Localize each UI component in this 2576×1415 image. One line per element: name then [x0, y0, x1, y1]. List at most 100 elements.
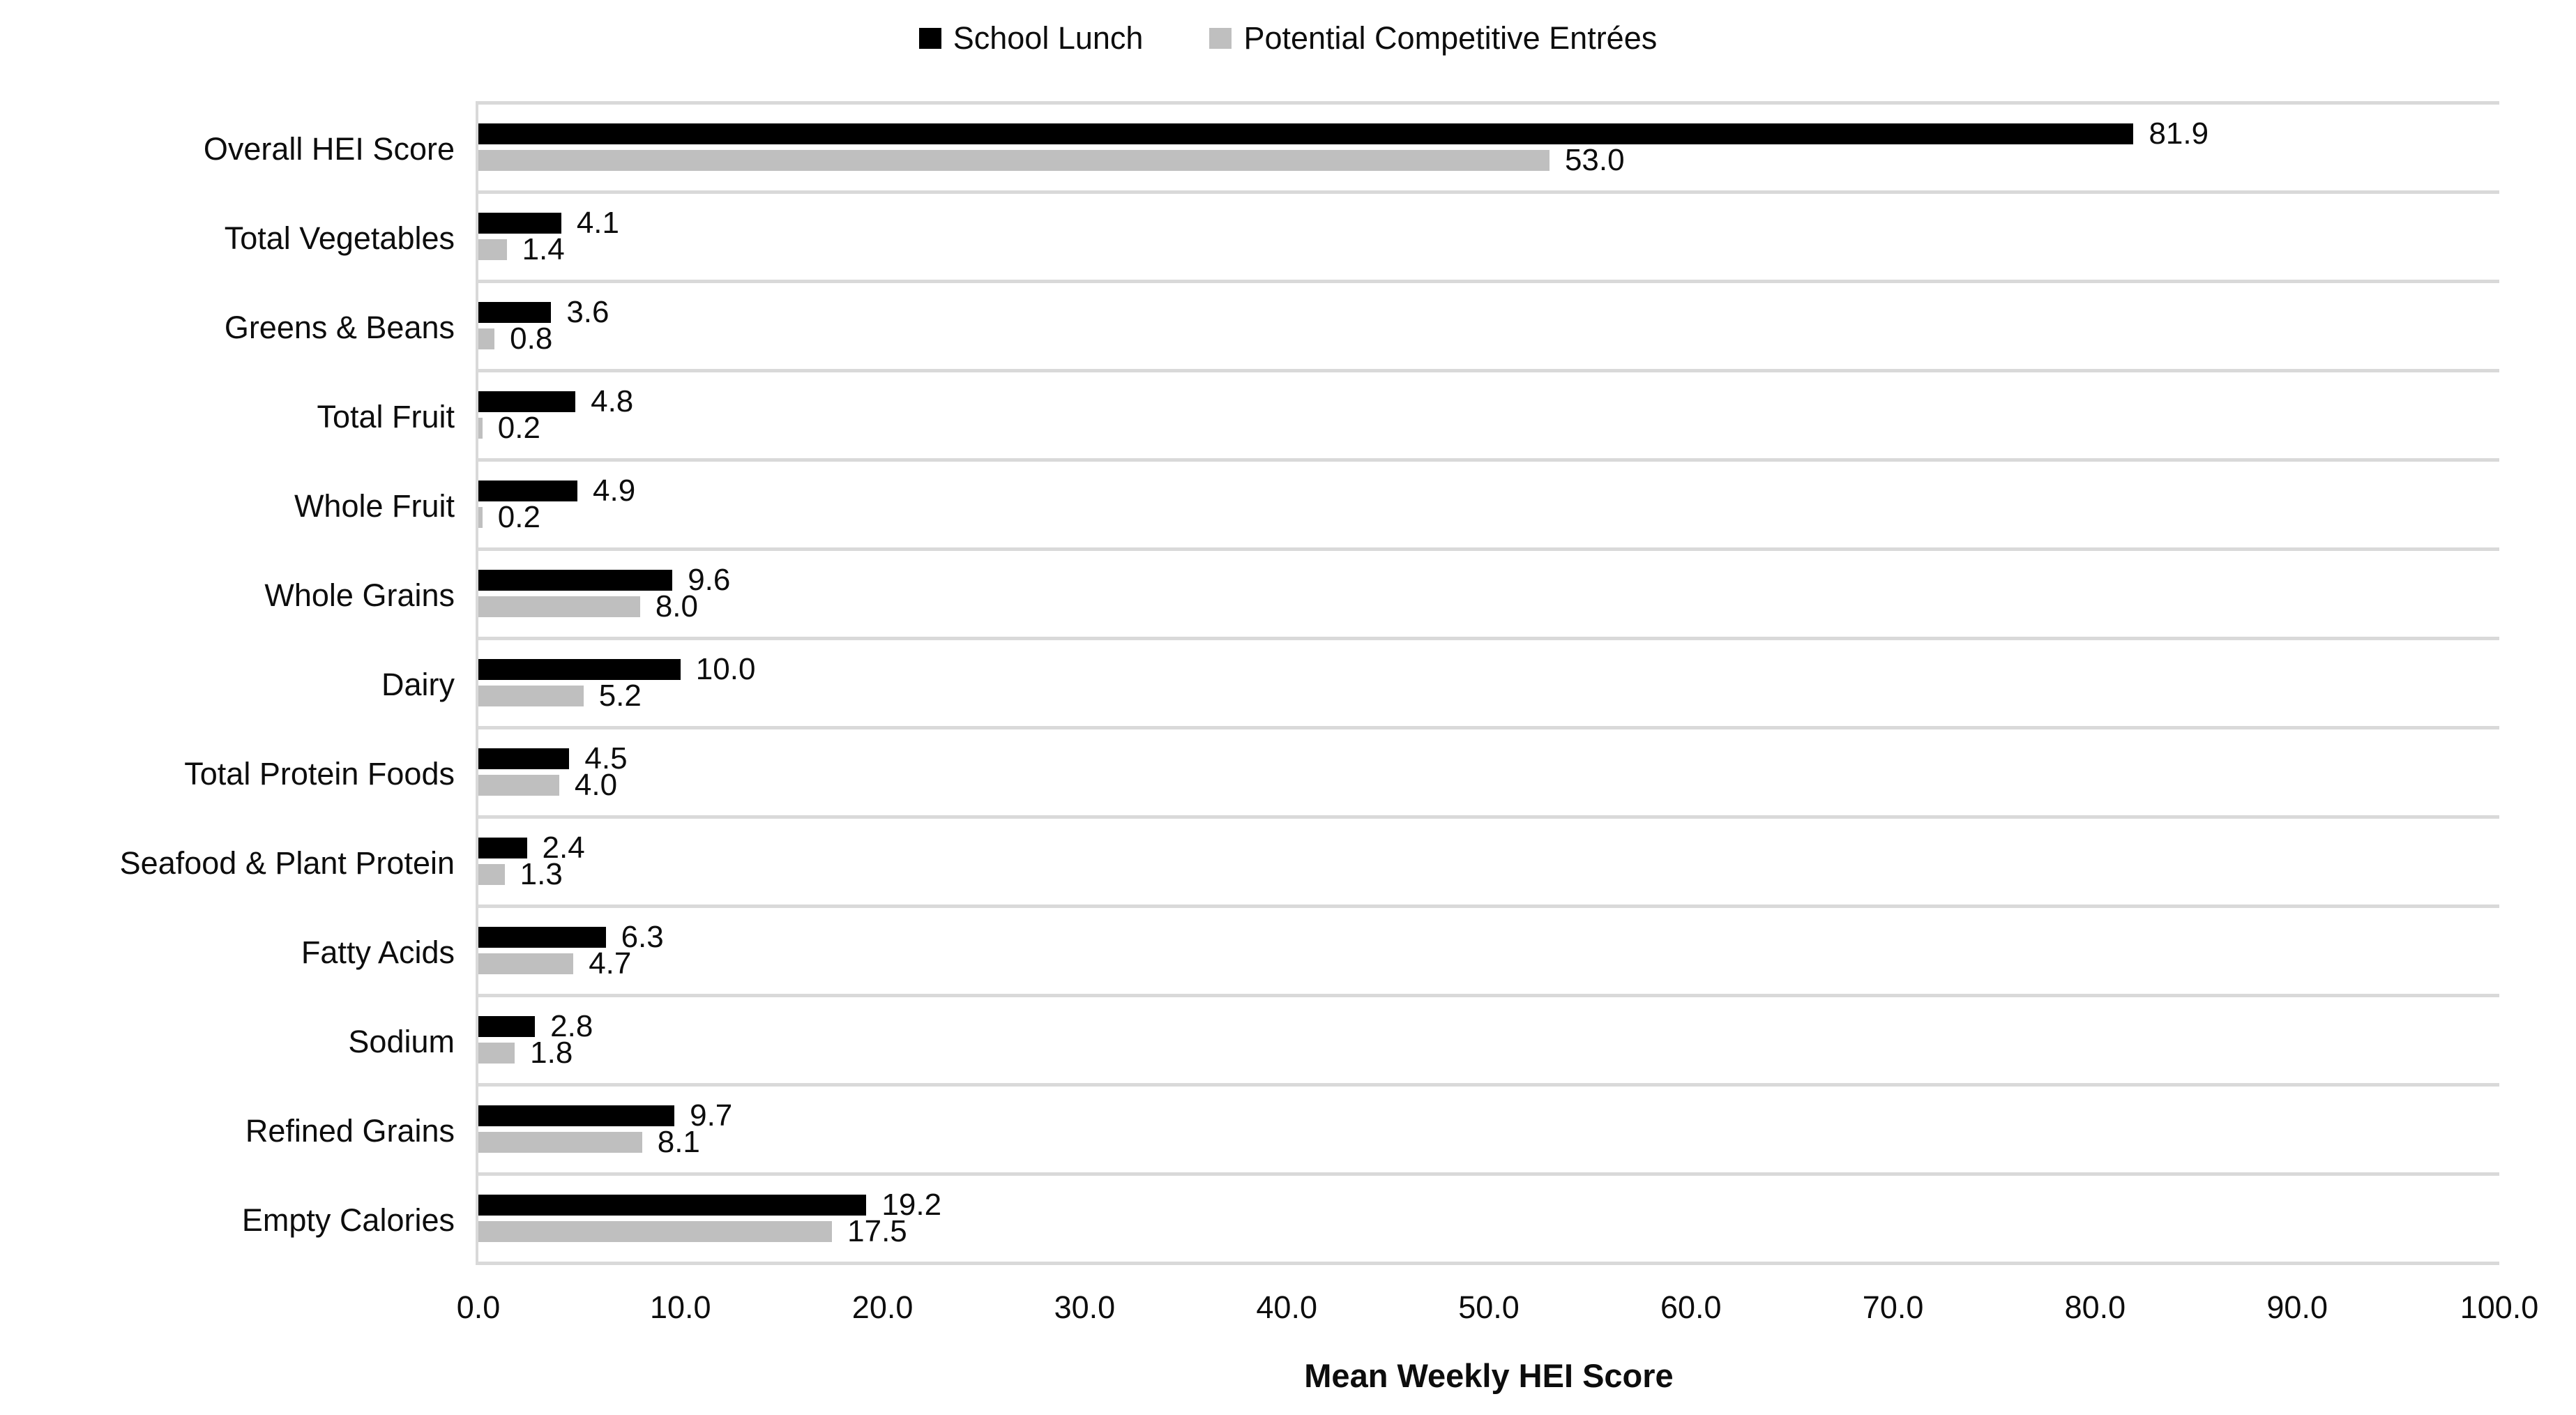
value-label-potential-competitive-entr-es: 8.0 — [655, 589, 698, 623]
bar-potential-competitive-entr-es — [478, 596, 640, 617]
x-tick-0.0: 0.0 — [456, 1289, 501, 1325]
x-tick-30.0: 30.0 — [1054, 1289, 1116, 1325]
value-label-potential-competitive-entr-es: 53.0 — [1564, 143, 1625, 177]
value-label-potential-competitive-entr-es: 1.8 — [530, 1036, 573, 1070]
x-tick-90.0: 90.0 — [2266, 1289, 2328, 1325]
category-band-sodium: 2.8 1.8 — [478, 997, 2499, 1087]
x-tick-20.0: 20.0 — [851, 1289, 914, 1325]
category-label-greens-beans: Greens & Beans — [224, 310, 455, 345]
chart-legend: School Lunch Potential Competitive Entrée… — [0, 17, 2576, 60]
bar-school-lunch — [478, 1105, 675, 1126]
category-label-dairy: Dairy — [381, 667, 455, 702]
category-band-total-vegetables: 4.1 1.4 — [478, 194, 2499, 283]
category-label-empty-calories: Empty Calories — [241, 1202, 455, 1238]
bar-potential-competitive-entr-es — [478, 864, 505, 885]
bar-school-lunch — [478, 302, 552, 323]
x-tick-10.0: 10.0 — [650, 1289, 711, 1325]
bar-potential-competitive-entr-es — [478, 328, 495, 349]
legend-swatch-icon — [918, 28, 941, 49]
value-label-school-lunch: 4.1 — [576, 206, 619, 240]
bar-potential-competitive-entr-es — [478, 239, 507, 260]
bar-potential-competitive-entr-es — [478, 150, 1550, 171]
value-label-potential-competitive-entr-es: 4.0 — [574, 768, 618, 802]
category-band-fatty-acids: 6.3 4.7 — [478, 908, 2499, 997]
category-band-total-fruit: 4.8 0.2 — [478, 372, 2499, 462]
bar-potential-competitive-entr-es — [478, 507, 483, 528]
value-label-school-lunch: 19.2 — [881, 1188, 942, 1222]
category-band-whole-grains: 9.6 8.0 — [478, 551, 2499, 640]
value-label-school-lunch: 3.6 — [566, 295, 609, 329]
category-band-refined-grains: 9.7 8.1 — [478, 1087, 2499, 1176]
value-label-potential-competitive-entr-es: 5.2 — [598, 679, 642, 713]
value-label-school-lunch: 4.5 — [584, 741, 628, 775]
legend-item-potential-competitive-entr-es: Potential Competitive Entrées — [1209, 17, 1657, 60]
bar-potential-competitive-entr-es — [478, 775, 559, 796]
bar-potential-competitive-entr-es — [478, 1132, 642, 1153]
bar-school-lunch — [478, 1195, 867, 1216]
category-label-total-protein-foods: Total Protein Foods — [184, 756, 455, 792]
bar-potential-competitive-entr-es — [478, 1221, 833, 1242]
value-label-potential-competitive-entr-es: 1.4 — [522, 232, 565, 266]
category-label-whole-fruit: Whole Fruit — [294, 488, 455, 524]
x-tick-60.0: 60.0 — [1660, 1289, 1722, 1325]
value-label-potential-competitive-entr-es: 1.3 — [520, 857, 563, 891]
category-band-total-protein-foods: 4.5 4.0 — [478, 729, 2499, 819]
category-band-whole-fruit: 4.9 0.2 — [478, 462, 2499, 551]
bar-potential-competitive-entr-es — [478, 953, 574, 974]
category-label-fatty-acids: Fatty Acids — [301, 934, 455, 970]
x-tick-40.0: 40.0 — [1256, 1289, 1317, 1325]
bar-school-lunch — [478, 123, 2134, 144]
value-label-school-lunch: 9.6 — [688, 563, 731, 597]
x-tick-50.0: 50.0 — [1458, 1289, 1520, 1325]
y-axis-category-labels: Overall HEI Score Total Vegetables Greens … — [0, 105, 455, 1265]
category-band-greens-beans: 3.6 0.8 — [478, 283, 2499, 372]
bar-school-lunch — [478, 748, 570, 769]
value-label-potential-competitive-entr-es: 4.7 — [589, 946, 632, 981]
category-label-whole-grains: Whole Grains — [264, 577, 455, 613]
category-label-overall-hei-score: Overall HEI Score — [203, 131, 455, 167]
value-label-school-lunch: 4.8 — [591, 384, 634, 418]
bar-school-lunch — [478, 838, 527, 858]
bar-school-lunch — [478, 927, 606, 948]
category-label-sodium: Sodium — [348, 1024, 455, 1059]
bar-school-lunch — [478, 659, 681, 680]
bar-potential-competitive-entr-es — [478, 686, 584, 706]
value-label-potential-competitive-entr-es: 17.5 — [847, 1214, 907, 1248]
legend-label: Potential Competitive Entrées — [1243, 20, 1658, 56]
x-tick-100.0: 100.0 — [2460, 1289, 2539, 1325]
value-label-potential-competitive-entr-es: 0.2 — [497, 411, 540, 445]
bar-potential-competitive-entr-es — [478, 1043, 515, 1064]
category-label-refined-grains: Refined Grains — [245, 1113, 455, 1149]
value-label-school-lunch: 9.7 — [690, 1098, 733, 1133]
category-band-overall-hei-score: 81.9 53.0 — [478, 105, 2499, 194]
bar-school-lunch — [478, 570, 673, 591]
value-label-school-lunch: 10.0 — [695, 652, 756, 686]
value-label-school-lunch: 2.4 — [542, 831, 585, 865]
category-band-empty-calories: 19.2 17.5 — [478, 1176, 2499, 1265]
x-tick-80.0: 80.0 — [2064, 1289, 2126, 1325]
bar-school-lunch — [478, 481, 577, 501]
x-tick-70.0: 70.0 — [1862, 1289, 1924, 1325]
value-label-potential-competitive-entr-es: 0.2 — [497, 500, 540, 534]
x-axis-tick-labels: 0.0 10.0 20.0 30.0 40.0 50.0 60.0 70.0 80.0 90.0 1… — [457, 1289, 2539, 1331]
category-band-dairy: 10.0 5.2 — [478, 640, 2499, 729]
category-label-total-vegetables: Total Vegetables — [224, 220, 455, 256]
value-label-school-lunch: 4.9 — [593, 474, 636, 508]
plot-area: 81.9 53.0 4.1 1.4 3.6 0.8 4.8 0.2 4.9 0.2 9.6 8.0 10… — [476, 101, 2499, 1265]
bar-school-lunch — [478, 1016, 536, 1037]
value-label-potential-competitive-entr-es: 8.1 — [657, 1125, 700, 1159]
category-band-seafood-plant-protein: 2.4 1.3 — [478, 819, 2499, 908]
category-label-total-fruit: Total Fruit — [317, 399, 455, 434]
value-label-school-lunch: 81.9 — [2149, 116, 2209, 151]
value-label-school-lunch: 2.8 — [550, 1009, 593, 1043]
legend-swatch-icon — [1209, 28, 1232, 49]
value-label-potential-competitive-entr-es: 0.8 — [510, 321, 553, 356]
category-label-seafood-plant-protein: Seafood & Plant Protein — [119, 845, 455, 881]
x-axis-title: Mean Weekly HEI Score — [1304, 1357, 1674, 1394]
bar-school-lunch — [478, 391, 576, 412]
bar-potential-competitive-entr-es — [478, 418, 483, 439]
bar-school-lunch — [478, 213, 561, 234]
legend-item-school-lunch: School Lunch — [918, 17, 1144, 60]
legend-label: School Lunch — [953, 20, 1144, 56]
